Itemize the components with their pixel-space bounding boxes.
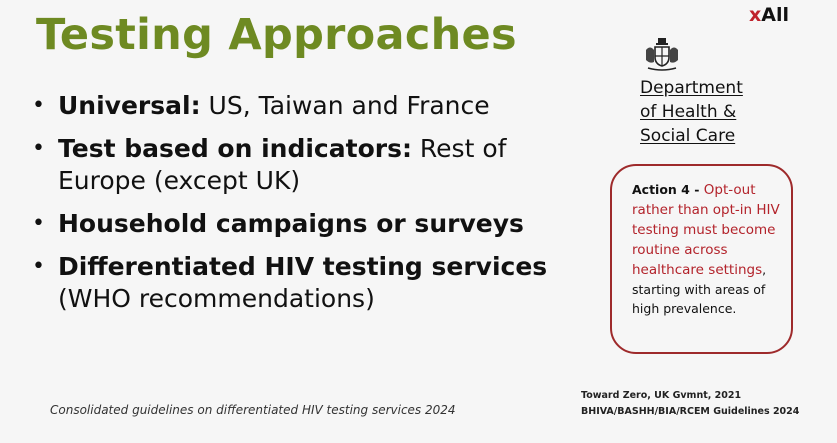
bullet-dot-icon: •	[32, 93, 45, 118]
reference-line: Toward Zero, UK Gvmnt, 2021	[581, 390, 742, 401]
bullet-bold-text: Differentiated HIV testing services	[58, 252, 548, 281]
department-line: of Health &	[640, 102, 737, 122]
bullet-bold-text: Test based on indicators:	[58, 134, 412, 163]
bullet-item: • Test based on indicators: Rest of Euro…	[30, 133, 590, 197]
bullet-bold-text: Household campaigns or surveys	[58, 209, 524, 238]
action-callout: Action 4 - Opt-out rather than opt-in HI…	[610, 164, 793, 354]
bullet-text: Rest of Europe (except UK)	[58, 134, 507, 195]
royal-coat-of-arms-icon	[646, 38, 678, 71]
reference-line: BHIVA/BASHH/BIA/RCEM Guidelines 2024	[581, 406, 800, 417]
bullet-dot-icon: •	[32, 254, 45, 279]
references: Toward Zero, UK Gvmnt, 2021 BHIVA/BASHH/…	[581, 388, 799, 420]
action-rest: , starting with areas of high prevalence…	[632, 262, 767, 316]
brand-x: x	[749, 4, 762, 26]
action-label: Action 4 -	[632, 182, 704, 197]
bullet-item: • Universal: US, Taiwan and France	[30, 90, 590, 122]
department-name: Department of Health & Social Care	[640, 76, 743, 148]
brand-logo: xAll	[749, 4, 789, 26]
action-highlight: Opt-out rather than opt-in HIV testing m…	[632, 182, 780, 278]
source-footnote: Consolidated guidelines on differentiate…	[50, 403, 456, 417]
department-line: Department	[640, 78, 743, 98]
bullet-item: • Differentiated HIV testing services (W…	[30, 251, 590, 315]
bullet-list: • Universal: US, Taiwan and France • Tes…	[30, 90, 590, 326]
bullet-text: (WHO recommendations)	[58, 284, 375, 313]
bullet-bold-text: Universal:	[58, 91, 201, 120]
brand-name: All	[761, 4, 789, 26]
department-line: Social Care	[640, 126, 736, 146]
bullet-item: • Household campaigns or surveys	[30, 208, 590, 240]
bullet-dot-icon: •	[32, 211, 45, 236]
bullet-dot-icon: •	[32, 136, 45, 161]
slide-title: Testing Approaches	[36, 10, 517, 60]
bullet-text: US, Taiwan and France	[200, 91, 490, 120]
